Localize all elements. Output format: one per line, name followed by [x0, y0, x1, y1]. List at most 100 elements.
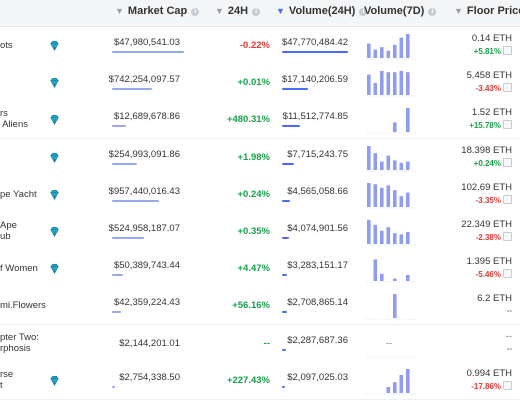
floor-price-value: 5.458 ETH — [466, 70, 512, 82]
diamond-icon — [50, 152, 59, 163]
table-row[interactable]: rs Aliens $12,689,678.86 +480.31% $11,512,… — [0, 101, 520, 140]
floor-price-change: -3.43% — [476, 83, 512, 93]
volume7d-header[interactable]: Volume(7D) i — [364, 0, 437, 26]
sort-active-icon[interactable]: ▼ — [276, 6, 285, 16]
chart-mini-icon[interactable] — [503, 194, 512, 204]
floor-price-change: -17.86% — [471, 380, 512, 391]
floor-price-change: -5.46% — [476, 269, 512, 279]
sparkline-bar — [393, 381, 397, 393]
sort-icon[interactable]: ▼ — [215, 6, 224, 16]
table-row[interactable]: rse t $2,754,338.50 +227.43% $2,097,025.03… — [0, 361, 520, 400]
chart-mini-icon[interactable] — [503, 380, 512, 390]
collection-name[interactable]: f Women — [0, 263, 38, 275]
change-24h: +0.35% — [237, 226, 271, 237]
chart-mini-icon[interactable] — [503, 269, 512, 279]
collection-name[interactable]: rs Aliens — [0, 108, 28, 131]
chart-mini-icon[interactable] — [503, 83, 512, 93]
table-row[interactable]: Ape ub $524,958,187.07 +0.35% $4,074,901.5… — [0, 213, 520, 251]
volume-24h-bar — [282, 274, 288, 277]
diamond-icon — [50, 78, 59, 89]
volume-24h-bar — [282, 199, 290, 202]
sparkline-bar — [386, 227, 391, 244]
floor-price-change: -- — [506, 306, 512, 316]
sparkline-bar — [406, 108, 410, 133]
floor-price-value: 1.52 ETH — [471, 107, 512, 119]
sort-icon[interactable]: ▼ — [454, 6, 463, 16]
volume-24h-value: $2,097,025.03 — [287, 371, 348, 383]
diamond-icon — [50, 189, 59, 200]
sparkline-bar — [406, 368, 410, 393]
info-icon[interactable]: i — [359, 8, 368, 16]
sparkline-bar — [386, 50, 391, 58]
volume-24h-value: $3,283,151.17 — [287, 260, 348, 272]
table-row[interactable]: pter Two: rphosis $2,144,201.01 -- $2,287,6… — [0, 324, 520, 363]
market-cap-bar — [112, 51, 184, 53]
change-24h: +480.31% — [226, 114, 270, 126]
market-cap-bar — [112, 311, 121, 314]
diamond-icon — [50, 227, 59, 237]
chart-mini-icon[interactable] — [503, 232, 512, 241]
collection-name[interactable]: Ape ub — [0, 220, 17, 242]
volume-24h-bar — [282, 385, 286, 388]
sparkline-bar — [406, 72, 410, 96]
table-row[interactable]: mi.Flowers $42,359,224.43 +56.16% $2,708,86… — [0, 287, 520, 326]
table-row[interactable]: f Women $50,389,743.44 +4.47% $3,283,151.1… — [0, 250, 520, 289]
market-cap-header[interactable]: ▼ Market Cap i — [115, 0, 200, 26]
volume-24h-value: $7,715,243.75 — [287, 148, 348, 160]
info-icon[interactable]: i — [428, 8, 437, 16]
sparkline-bar — [399, 37, 404, 58]
sparkline-bar — [406, 232, 410, 244]
chart-mini-icon[interactable] — [503, 157, 512, 167]
volume-7d-sparkline — [366, 368, 416, 395]
table-row[interactable]: pe Yacht $957,440,016.43 +0.24% $4,565,058… — [0, 175, 520, 214]
sparkline-bar — [399, 234, 404, 244]
info-icon[interactable]: i — [252, 8, 261, 16]
info-icon[interactable]: i — [191, 8, 200, 16]
sparkline-bar — [406, 275, 410, 282]
market-cap-value: $12,689,678.86 — [113, 111, 180, 123]
collection-name[interactable]: pter Two: rphosis — [0, 331, 39, 354]
market-cap-value: $742,254,097.57 — [108, 74, 180, 86]
floor-price-change: -- — [506, 343, 512, 353]
chart-mini-icon[interactable] — [503, 120, 512, 130]
sparkline-bar — [380, 230, 384, 244]
market-cap-value: $2,754,338.50 — [119, 371, 180, 383]
volume-24h-value: $4,074,901.56 — [287, 223, 348, 234]
sparkline-bar — [393, 189, 397, 207]
sparkline-bar — [367, 182, 371, 207]
floor-price-header[interactable]: ▼ Floor Price — [454, 5, 520, 17]
collection-name[interactable]: mi.Flowers — [0, 300, 46, 312]
collection-name[interactable]: pe Yacht — [0, 188, 37, 200]
sparkline-bar — [393, 233, 397, 244]
h24-header[interactable]: ▼ 24H i — [215, 0, 261, 26]
diamond-icon — [50, 41, 59, 51]
volume-24h-bar — [282, 162, 294, 165]
volume-24h-bar — [282, 88, 309, 91]
table-row[interactable]: $254,993,091.86 +1.98% $7,715,243.75 18.398… — [0, 138, 520, 177]
volume24-header[interactable]: ▼ Volume(24H) i — [276, 0, 368, 26]
change-24h: +1.98% — [237, 151, 271, 163]
sort-icon[interactable]: ▼ — [115, 6, 124, 16]
market-cap-value: $50,389,743.44 — [113, 260, 180, 272]
sparkline-bar — [393, 72, 397, 96]
table-row[interactable]: ots $47,980,541.03 -0.22% $47,770,484.42 0.… — [0, 27, 520, 65]
volume-24h-value: $47,770,484.42 — [281, 37, 348, 48]
market-cap-bar — [112, 162, 138, 165]
table-row[interactable]: $742,254,097.57 +0.01% $17,140,206.59 5.458… — [0, 64, 520, 103]
volume-7d-sparkline — [366, 108, 416, 134]
volume-7d-sparkline — [366, 220, 416, 246]
sparkline-bar — [393, 122, 397, 133]
chart-mini-icon[interactable] — [503, 46, 512, 55]
collection-name[interactable]: rse t — [0, 368, 14, 391]
floor-price-change: -3.35% — [476, 194, 512, 205]
sparkline-bar — [380, 273, 384, 282]
sparkline-bar — [367, 43, 371, 58]
sparkline-bar — [373, 183, 378, 207]
sparkline-bar — [386, 72, 391, 96]
sparkline-bar — [380, 187, 384, 207]
sparkline-bar — [386, 386, 391, 393]
collection-name[interactable]: ots — [0, 40, 13, 51]
market-cap-bar — [112, 199, 159, 202]
volume-7d-sparkline — [366, 294, 416, 320]
sparkline-bar — [406, 34, 410, 58]
